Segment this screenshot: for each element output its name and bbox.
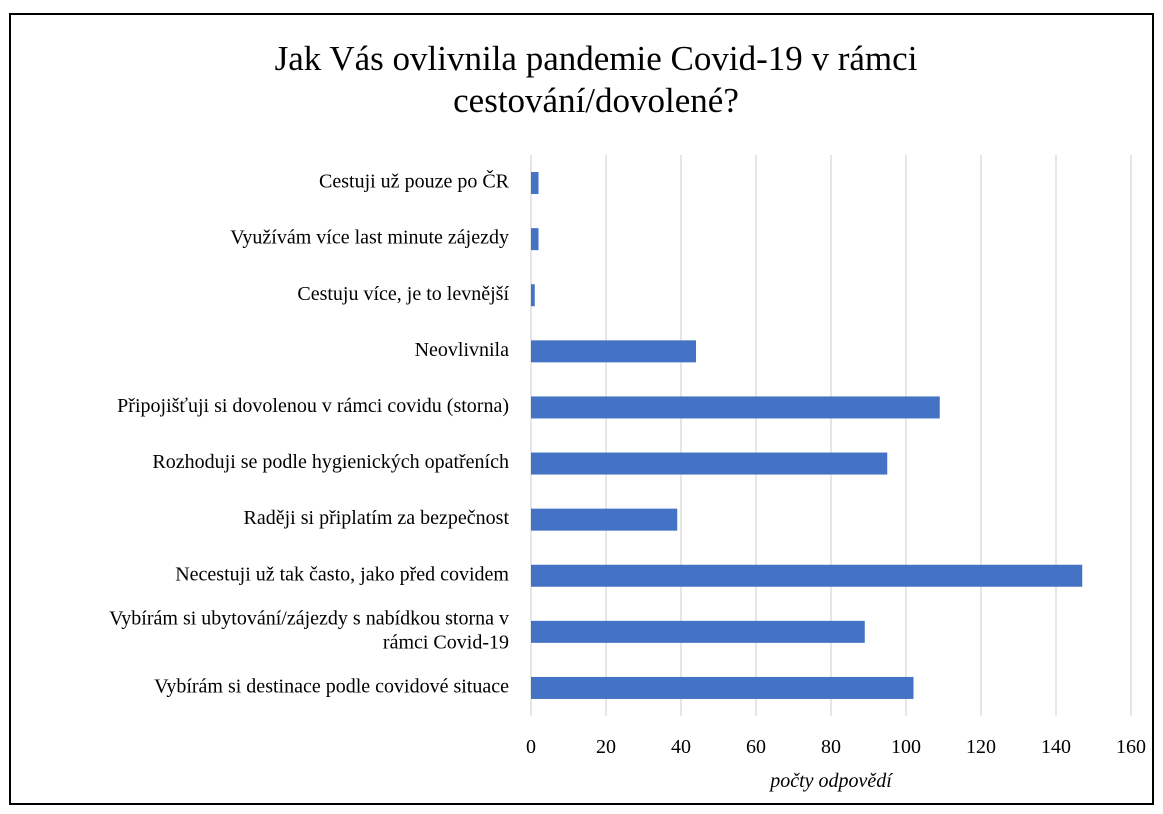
bar (531, 564, 1083, 587)
category-label: Připojišťuji si dovolenou v rámci covidu… (117, 395, 509, 417)
x-tick-label: 60 (746, 736, 766, 758)
category-label: Vybírám si destinace podle covidové situ… (154, 676, 509, 698)
category-label: Raději si připlatím za bezpečnost (244, 507, 510, 529)
category-label: Vybírám si ubytování/zájezdy s nabídkou … (109, 607, 509, 629)
x-axis-title: počty odpovědí (768, 770, 894, 792)
category-label: Využívám více last minute zájezdy (230, 227, 509, 249)
x-tick-label: 40 (671, 736, 691, 758)
bar (531, 172, 539, 195)
bar (531, 284, 535, 307)
bar (531, 676, 914, 699)
chart-title-line: cestování/dovolené? (453, 81, 739, 120)
x-tick-labels: 0 20 40 60 80 100 120 140 160 (526, 736, 1146, 758)
bar (531, 340, 696, 363)
chart-frame: Jak Vás ovlivnila pandemie Covid-19 v rá… (9, 13, 1154, 805)
x-tick-label: 80 (821, 736, 841, 758)
bar (531, 396, 940, 419)
category-labels: Cestuji už pouze po ČR Využívám více last… (109, 169, 510, 698)
x-tick-label: 20 (596, 736, 616, 758)
bar (531, 228, 539, 251)
chart-title-line: Jak Vás ovlivnila pandemie Covid-19 v rá… (275, 39, 918, 78)
category-label: Necestuji už tak často, jako před covide… (175, 563, 509, 585)
category-label: Cestuji už pouze po ČR (319, 169, 510, 193)
category-label: rámci Covid-19 (383, 631, 509, 653)
category-label: Neovlivnila (415, 339, 510, 361)
x-tick-label: 100 (891, 736, 921, 758)
category-label: Rozhoduji se podle hygienických opatření… (152, 451, 509, 473)
bars (531, 172, 1083, 699)
bar-chart: Jak Vás ovlivnila pandemie Covid-19 v rá… (109, 39, 1146, 792)
x-tick-label: 0 (526, 736, 536, 758)
gridlines (530, 155, 1132, 716)
x-tick-label: 120 (966, 736, 996, 758)
bar (531, 508, 678, 531)
bar (531, 620, 865, 643)
bar (531, 452, 888, 475)
x-tick-label: 140 (1041, 736, 1071, 758)
x-tick-label: 160 (1116, 736, 1146, 758)
chart-title: Jak Vás ovlivnila pandemie Covid-19 v rá… (275, 39, 918, 120)
category-label: Cestuju více, je to levnější (297, 283, 509, 305)
